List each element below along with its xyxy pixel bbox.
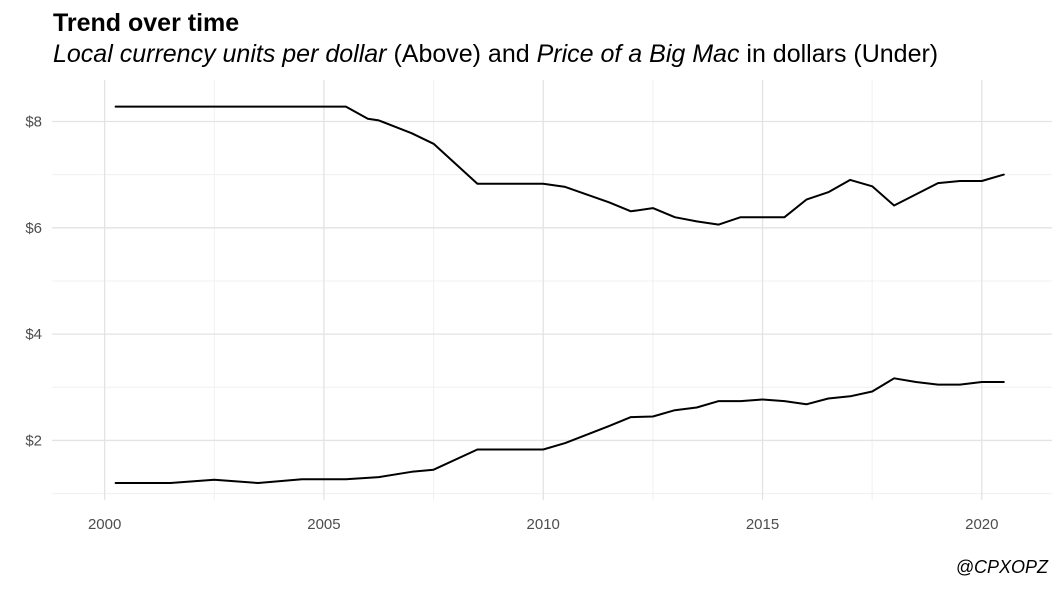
x-tick-label: 2000 (88, 516, 121, 533)
x-tick-label: 2010 (527, 516, 560, 533)
x-tick-label: 2015 (746, 516, 779, 533)
subtitle-part-3: in dollars (Under) (739, 40, 939, 68)
series-line-1 (114, 105, 1005, 226)
y-tick-label: $6 (25, 220, 42, 237)
x-axis-tick-labels: 2000 2005 2010 2015 2020 (88, 516, 999, 533)
x-tick-label: 2020 (965, 516, 998, 533)
y-tick-label: $4 (25, 326, 42, 343)
series-line-2 (114, 377, 1005, 484)
subtitle-part-1: (Above) and (386, 40, 537, 68)
y-tick-label: $8 (25, 113, 42, 130)
y-axis-tick-labels: $2 $4 $6 $8 (25, 113, 42, 449)
minor-gridlines (52, 80, 1052, 500)
y-tick-label: $2 (25, 432, 42, 449)
chart-caption: @CPXOPZ (955, 557, 1048, 577)
series-layer (114, 105, 1005, 484)
x-tick-label: 2005 (307, 516, 340, 533)
subtitle-part-2: Price of a Big Mac (536, 40, 740, 68)
chart-title: Trend over time (53, 9, 240, 37)
chart-subtitle: Local currency units per dollar (Above) … (53, 40, 938, 69)
major-gridlines (52, 80, 1052, 500)
subtitle-part-0: Local currency units per dollar (53, 40, 387, 68)
